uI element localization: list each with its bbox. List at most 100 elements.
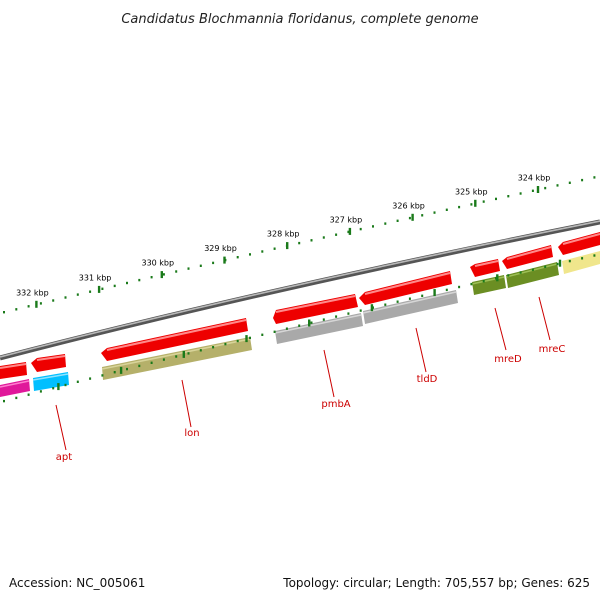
accession-label: Accession: NC_005061: [9, 576, 146, 590]
gene-label-mreC[interactable]: mreC: [539, 344, 566, 355]
outer-tick-ring: 324 kbp 325 kbp 326 kbp 327 kbp 328 kbp 329 k…: [3, 174, 596, 314]
minor-tick: [531, 189, 534, 192]
inner-minor-tick: [531, 268, 534, 271]
minor-tick: [199, 264, 202, 267]
major-tick-327: [348, 227, 352, 235]
minor-tick: [150, 276, 153, 279]
minor-tick: [236, 256, 239, 259]
feature-khaki-lon[interactable]: [102, 337, 252, 380]
feature-red-2[interactable]: [31, 354, 66, 372]
feature-tldD-forward[interactable]: [359, 271, 452, 305]
inner-minor-tick: [175, 355, 178, 358]
minor-tick: [372, 225, 374, 228]
inner-minor-tick: [445, 288, 448, 292]
minor-tick: [273, 247, 276, 250]
inner-minor-tick: [162, 358, 165, 361]
feature-cyan[interactable]: [33, 372, 69, 391]
inner-minor-tick: [76, 380, 79, 383]
inner-minor-tick: [138, 364, 141, 368]
minor-tick: [15, 308, 18, 311]
inner-minor-tick: [52, 387, 55, 390]
minor-tick: [175, 270, 178, 273]
inner-minor-tick: [126, 367, 128, 371]
major-tick-326: [411, 213, 414, 221]
genome-backbone: [0, 219, 600, 361]
inner-major-tick: [57, 383, 60, 391]
major-tick-330: [160, 271, 163, 279]
minor-tick: [126, 281, 128, 285]
major-tick-328: [286, 242, 289, 250]
feature-pmbA-forward[interactable]: [273, 294, 358, 324]
inner-minor-tick: [261, 333, 264, 336]
minor-tick: [544, 186, 547, 190]
inner-minor-tick: [519, 271, 522, 274]
leader-line-lon: [181, 379, 192, 428]
cog-features: [0, 251, 600, 397]
inner-minor-tick: [359, 309, 362, 312]
inner-minor-tick: [89, 377, 92, 380]
gene-labels: apt lon pmbA tldD mreD mreC: [55, 296, 566, 463]
minor-tick: [249, 253, 251, 256]
inner-major-tick: [496, 274, 499, 282]
minor-tick: [396, 219, 399, 222]
minor-tick: [556, 184, 559, 187]
inner-minor-tick: [593, 254, 596, 257]
minor-tick: [212, 261, 215, 265]
gene-label-apt[interactable]: apt: [56, 452, 72, 463]
minor-tick: [433, 211, 436, 214]
gene-label-lon[interactable]: lon: [184, 428, 199, 439]
minor-tick: [101, 287, 104, 290]
minor-tick: [519, 192, 522, 195]
inner-minor-tick: [495, 277, 497, 280]
tick-label-332: 332 kbp: [16, 288, 49, 297]
inner-minor-tick: [27, 393, 30, 396]
inner-minor-tick: [199, 349, 202, 352]
gene-label-tldD[interactable]: tldD: [417, 374, 438, 385]
minor-tick: [3, 311, 5, 314]
minor-tick: [581, 178, 584, 182]
minor-tick: [470, 203, 473, 206]
inner-minor-tick: [113, 371, 116, 374]
inner-minor-tick: [273, 330, 276, 333]
feature-mreD-forward[interactable]: [470, 259, 500, 277]
minor-tick: [52, 299, 55, 302]
feature-olive-mreC[interactable]: [506, 262, 559, 288]
minor-tick: [495, 197, 497, 201]
minor-tick: [568, 181, 571, 184]
tick-label-328: 328 kbp: [267, 230, 300, 239]
inner-minor-tick: [249, 336, 251, 340]
feature-lon-forward[interactable]: [101, 318, 248, 361]
inner-minor-tick: [544, 265, 547, 268]
inner-minor-tick: [187, 352, 190, 355]
minor-tick: [482, 200, 485, 203]
inner-major-tick: [182, 350, 185, 358]
feature-magenta[interactable]: [0, 379, 30, 397]
minor-tick: [347, 230, 350, 234]
leader-line-mreC: [538, 296, 551, 341]
minor-tick: [507, 195, 510, 198]
major-tick-331: [97, 285, 101, 293]
minor-tick: [76, 293, 79, 296]
inner-minor-tick: [64, 383, 67, 387]
minor-tick: [113, 284, 116, 288]
inner-major-tick: [433, 289, 436, 297]
inner-minor-tick: [285, 327, 288, 330]
inner-minor-tick: [150, 361, 153, 364]
feature-mreC-forward[interactable]: [502, 245, 553, 269]
major-tick-325: [474, 199, 477, 207]
inner-minor-tick: [298, 324, 301, 327]
tick-label-330: 330 kbp: [141, 259, 174, 268]
gene-label-pmbA[interactable]: pmbA: [321, 399, 350, 410]
feature-pale-yellow[interactable]: [562, 251, 600, 274]
minor-tick: [322, 236, 325, 239]
inner-minor-tick: [384, 303, 387, 306]
gene-label-mreD[interactable]: mreD: [494, 354, 522, 365]
map-title: Candidatus Blochmannia floridanus, compl…: [121, 12, 478, 27]
feature-gray-tldD[interactable]: [363, 290, 458, 324]
minor-tick: [39, 302, 42, 305]
minor-tick: [384, 222, 387, 225]
inner-minor-tick: [568, 259, 571, 263]
tick-label-329: 329 kbp: [204, 244, 237, 253]
minor-tick: [310, 239, 313, 242]
feature-gray-pmbA[interactable]: [275, 313, 363, 344]
